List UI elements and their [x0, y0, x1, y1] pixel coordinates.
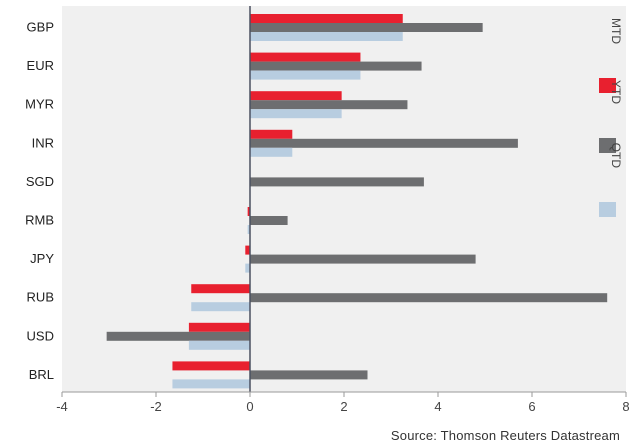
bar-eur-qtd: [250, 70, 361, 80]
bar-inr-qtd: [250, 147, 293, 157]
legend-item-ytd: YTD: [599, 80, 623, 153]
bar-sgd-ytd: [250, 177, 424, 187]
x-tick-label: 2: [340, 399, 347, 414]
bar-myr-mtd: [250, 91, 342, 101]
bar-myr-ytd: [250, 100, 408, 110]
legend-label-mtd: MTD: [609, 18, 623, 44]
category-label-jpy: JPY: [30, 251, 54, 266]
x-tick-label: 4: [434, 399, 441, 414]
bar-brl-ytd: [250, 370, 368, 380]
bar-gbp-qtd: [250, 32, 403, 41]
category-label-rub: RUB: [27, 290, 54, 305]
legend-item-qtd: QTD: [599, 143, 623, 217]
legend-swatch-mtd: [599, 78, 616, 93]
x-tick-label: 6: [528, 399, 535, 414]
category-label-eur: EUR: [27, 58, 54, 73]
bar-rmb-qtd: [247, 225, 250, 234]
bar-eur-ytd: [250, 61, 422, 71]
legend-item-mtd: MTD: [599, 18, 623, 93]
bar-usd-mtd: [188, 322, 250, 332]
x-tick-label: -2: [150, 399, 162, 414]
x-tick-label: 0: [246, 399, 253, 414]
bar-rub-mtd: [191, 284, 250, 294]
bar-jpy-qtd: [245, 263, 250, 273]
legend-swatch-qtd: [599, 202, 616, 217]
category-label-myr: MYR: [25, 97, 54, 112]
bar-gbp-ytd: [250, 23, 483, 32]
bar-rmb-mtd: [247, 207, 250, 216]
category-label-brl: BRL: [29, 367, 54, 382]
bar-gbp-mtd: [250, 14, 403, 23]
category-labels: GBP EUR MYR INR SGD RMB JPY RUB USD BRL: [25, 20, 54, 382]
x-tick-label: 8: [622, 399, 629, 414]
bar-eur-mtd: [250, 52, 361, 62]
legend-label-qtd: QTD: [609, 143, 623, 169]
category-label-gbp: GBP: [27, 20, 54, 35]
category-label-usd: USD: [27, 328, 54, 343]
category-label-rmb: RMB: [25, 213, 54, 228]
bar-jpy-mtd: [245, 245, 250, 255]
source-note: Source: Thomson Reuters Datastream: [390, 428, 620, 443]
bar-inr-ytd: [250, 138, 518, 148]
legend-label-ytd: YTD: [609, 80, 623, 104]
bar-inr-mtd: [250, 129, 293, 139]
bar-usd-ytd: [106, 331, 251, 341]
category-label-inr: INR: [32, 135, 54, 150]
bar-rub-qtd: [191, 302, 250, 312]
x-axis-ticks: -4 -2 0 2 4 6 8: [56, 392, 630, 414]
x-tick-label: -4: [56, 399, 68, 414]
bar-brl-qtd: [172, 379, 250, 389]
bar-rmb-ytd: [250, 216, 288, 225]
category-label-sgd: SGD: [26, 174, 54, 189]
bar-jpy-ytd: [250, 254, 476, 264]
legend: MTD YTD QTD: [599, 18, 623, 217]
bar-brl-mtd: [172, 361, 250, 371]
bar-usd-qtd: [188, 340, 250, 350]
bar-rub-ytd: [250, 293, 608, 303]
legend-swatch-ytd: [599, 138, 616, 153]
bar-myr-qtd: [250, 109, 342, 119]
bars-layer: [106, 14, 608, 389]
